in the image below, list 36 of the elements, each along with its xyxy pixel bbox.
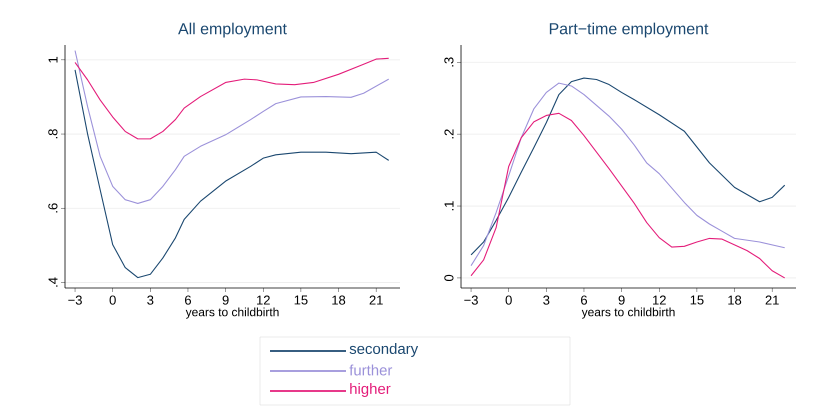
x-tick-label: −3 <box>68 296 82 305</box>
text: further <box>349 364 392 376</box>
chart-title: Part−time employment <box>550 22 708 38</box>
y-tick-label: .6 <box>48 203 58 212</box>
x-tick-label: 0 <box>110 296 116 305</box>
line-series <box>74 69 390 278</box>
text: secondary <box>350 343 418 357</box>
x-tick-label: 3 <box>543 296 550 305</box>
y-tick-label: .4 <box>48 277 58 287</box>
x-tick-label: 15 <box>690 296 704 305</box>
y-tick-label: .2 <box>444 129 454 138</box>
x-tick-label: 12 <box>257 296 270 305</box>
x-axis-title: years to childbirth <box>582 308 675 319</box>
x-tick-label: 3 <box>147 296 154 305</box>
y-tick-label: .1 <box>444 201 454 210</box>
y-tick-label: .8 <box>48 129 58 138</box>
x-tick-label: 0 <box>506 296 512 305</box>
x-tick-label: 9 <box>222 296 229 305</box>
x-tick-label: 6 <box>581 296 588 305</box>
x-tick-label: 15 <box>294 296 308 305</box>
x-tick-label: −3 <box>464 296 478 305</box>
x-axis-title: years to childbirth <box>186 308 279 319</box>
x-tick-label: 12 <box>653 296 666 305</box>
y-tick-label: 1 <box>48 56 58 62</box>
y-tick-label: .3 <box>444 57 454 66</box>
x-tick-label: 18 <box>728 296 742 305</box>
chart-title: All employment <box>178 22 287 38</box>
x-tick-label: 6 <box>185 296 192 305</box>
x-tick-label: 21 <box>766 296 779 305</box>
line-series <box>74 58 390 140</box>
text: higher <box>350 383 390 397</box>
y-tick-label: 0 <box>444 274 454 282</box>
x-tick-label: 9 <box>618 296 625 305</box>
x-tick-label: 21 <box>370 296 383 305</box>
line-series <box>74 50 390 204</box>
x-tick-label: 18 <box>332 296 346 305</box>
